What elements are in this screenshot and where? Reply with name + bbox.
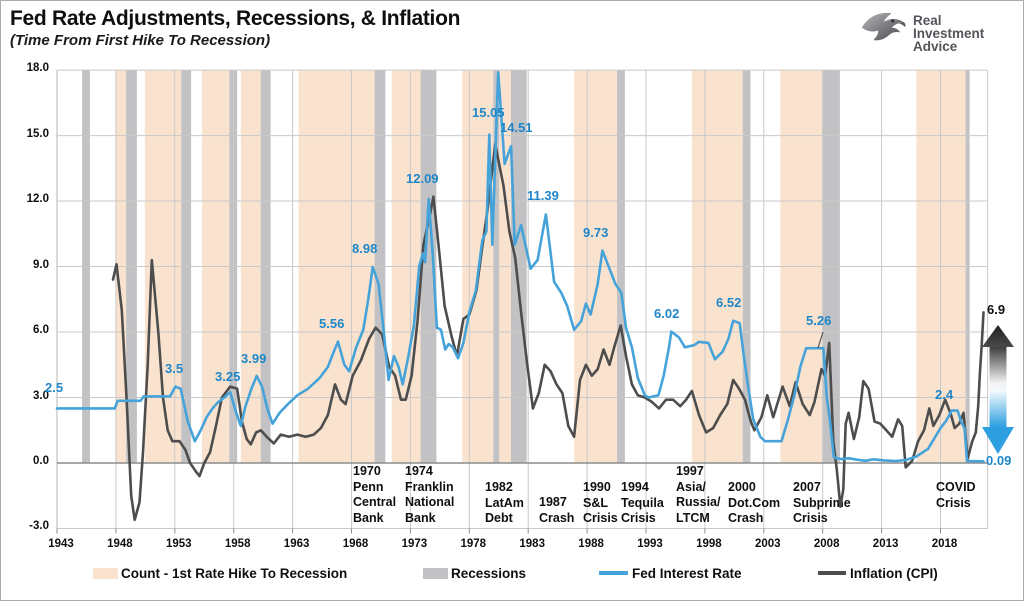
x-tick-label: 1978 (460, 538, 487, 550)
value-label: 11.39 (527, 188, 559, 203)
chart-subtitle: (Time From First Hike To Recession) (10, 32, 271, 49)
x-tick-label: 1953 (166, 538, 192, 550)
x-tick-label: 2013 (872, 538, 899, 550)
legend-item-count: Count - 1st Rate Hike To Recession (93, 562, 347, 584)
chart-title: Fed Rate Adjustments, Recessions, & Infl… (10, 7, 461, 30)
legend-label: Fed Interest Rate (632, 565, 742, 581)
legend-label: Inflation (CPI) (850, 565, 938, 581)
y-tick-label: 12.0 (26, 193, 49, 206)
value-label: 8.98 (352, 241, 378, 256)
x-tick-label: 1988 (578, 538, 604, 550)
x-tick-label: 1998 (696, 538, 722, 550)
value-label: 12.09 (406, 171, 439, 186)
x-tick-label: 1948 (107, 538, 133, 550)
value-label: 5.26 (806, 313, 832, 328)
value-label: 15.05 (472, 105, 505, 120)
value-label: 14.51 (500, 120, 533, 135)
value-label: 5.56 (319, 316, 345, 331)
legend-label: Recessions (451, 565, 527, 581)
y-tick-label: 15.0 (26, 127, 49, 140)
x-tick-label: 1993 (637, 538, 663, 550)
value-label: 6.9 (987, 302, 1006, 317)
x-tick-label: 1983 (519, 538, 545, 550)
logo-text-line: Advice (913, 38, 958, 54)
eagle-icon (859, 8, 907, 58)
x-tick-label: 2003 (755, 538, 781, 550)
value-label: 6.52 (716, 295, 742, 310)
legend: Count - 1st Rate Hike To Recession Reces… (1, 562, 1023, 586)
x-tick-label: 1968 (342, 538, 369, 550)
fed-line-swatch (599, 571, 628, 575)
value-label: 2.4 (935, 387, 954, 402)
y-tick-label: 9.0 (33, 258, 49, 271)
logo-text-line: Real (913, 12, 942, 28)
value-label: 3.5 (165, 361, 184, 376)
logo-text-line: Investment (913, 25, 985, 41)
y-tick-label: 18.0 (26, 62, 49, 75)
legend-item-recessions: Recessions (423, 562, 526, 584)
value-label: 9.73 (583, 225, 609, 240)
recession-band-swatch (423, 567, 448, 579)
inflation-line-swatch (818, 571, 846, 575)
y-tick-label: 6.0 (33, 324, 49, 337)
x-tick-label: 1943 (48, 538, 74, 550)
x-tick-label: 2008 (813, 538, 840, 550)
value-label: 6.02 (654, 306, 680, 321)
x-tick-label: 2018 (931, 538, 958, 550)
legend-item-inflation: Inflation (CPI) (818, 562, 938, 584)
value-label: 2.5 (45, 380, 64, 395)
real-investment-advice-logo: Real Investment Advice (859, 8, 984, 58)
x-tick-label: 1973 (401, 538, 428, 550)
y-tick-label: 0.0 (33, 455, 49, 467)
y-tick-label: 3.0 (33, 389, 49, 402)
value-label: 0.09 (986, 453, 1012, 468)
value-label: 3.25 (215, 369, 241, 384)
x-tick-label: 1963 (283, 538, 310, 550)
legend-label: Count - 1st Rate Hike To Recession (121, 565, 348, 581)
value-label: 3.99 (241, 351, 267, 366)
legend-item-fed-rate: Fed Interest Rate (599, 562, 742, 584)
y-tick-label: -3.0 (29, 520, 49, 533)
count-band-swatch (93, 567, 118, 579)
x-tick-label: 1958 (224, 538, 251, 550)
